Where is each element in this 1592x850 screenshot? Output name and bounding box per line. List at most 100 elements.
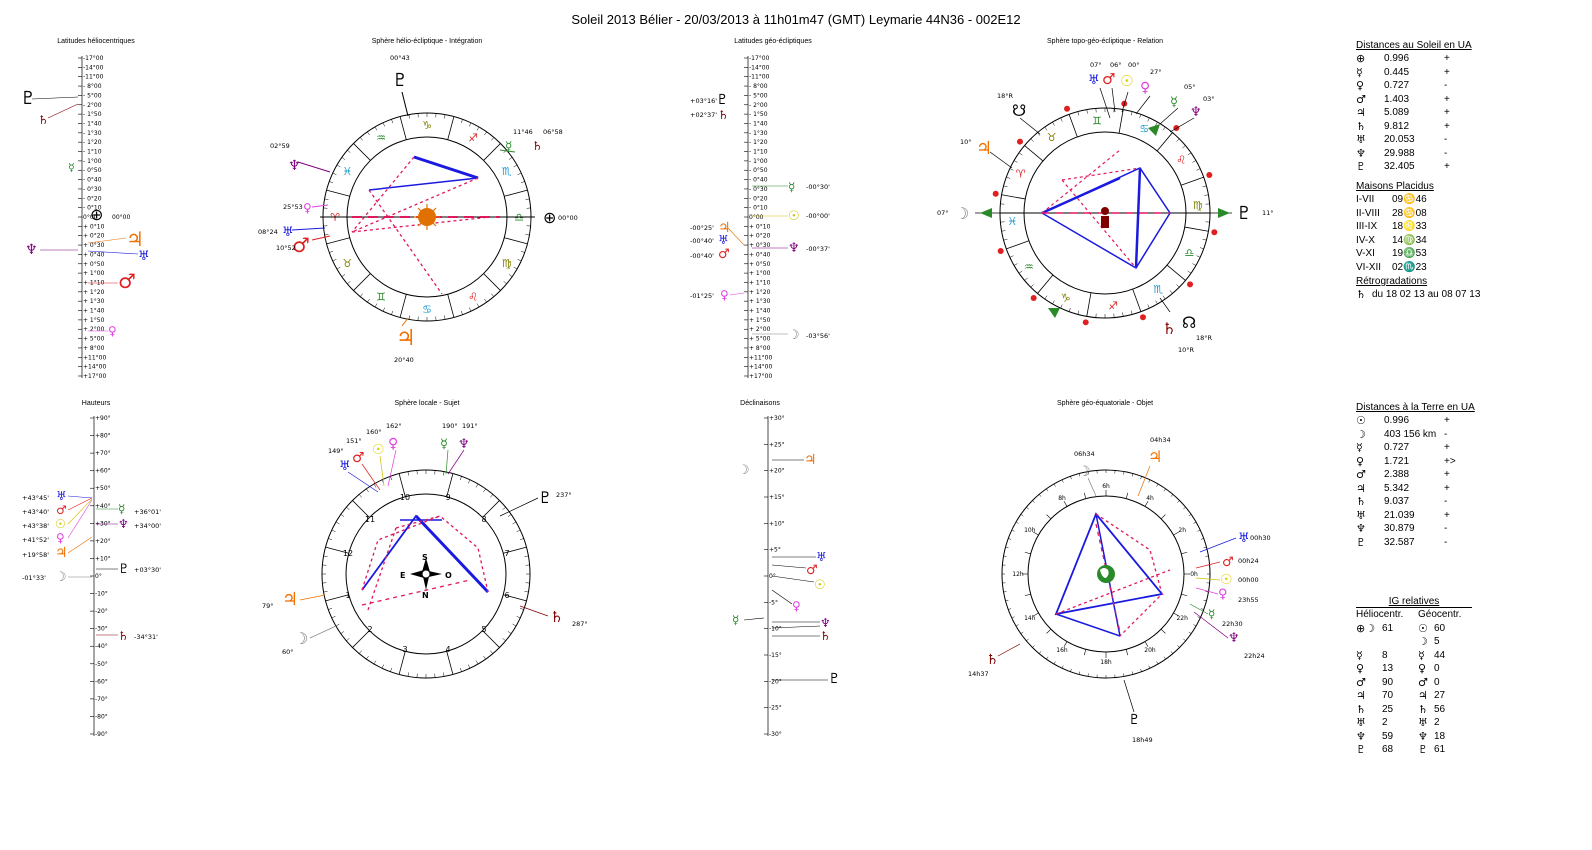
house-k: IV-X [1356, 234, 1375, 246]
geo-lat-tick-label: +17°00 [749, 373, 772, 380]
ig-s2: ♅ [1418, 716, 1428, 729]
geo-eq-label: 18h49 [1132, 736, 1153, 744]
geo-lat-tick-label: + 1°50 [749, 317, 771, 324]
geo-lat-tick-label: + 1°20 [749, 289, 771, 296]
ig-v1: 90 [1382, 676, 1394, 688]
height-tick-label: +50° [95, 485, 111, 492]
zodiac-sign-icon: ♏ [1153, 283, 1163, 296]
decl-tick-label: -30° [769, 731, 782, 738]
decl-tick-label: -10° [769, 626, 782, 633]
dist-sun-sym: ♄ [1356, 119, 1366, 133]
e-mars-icon: ♂ [1222, 555, 1234, 570]
dist-earth-val: 1.721 [1384, 455, 1410, 467]
dist-earth-mk: + [1444, 482, 1450, 494]
topo-uranus-icon: ♅ [1088, 73, 1100, 88]
h-venus-icon: ♀ [56, 531, 65, 545]
hour-label: 22h [1176, 615, 1188, 622]
dist-sun-val: 5.089 [1384, 107, 1410, 118]
helio-lat-tick-label: +11°00 [83, 354, 106, 361]
ig-v1: 2 [1382, 717, 1388, 728]
geo-eq-label: 00h00 [1238, 576, 1259, 584]
height-tick-label: -60° [95, 678, 108, 685]
ig-s1: ☿ [1356, 648, 1363, 662]
ig-s2: ♃ [1418, 689, 1428, 702]
helio-lat-tick-label: - 0°20 [83, 195, 102, 202]
local-label: 191° [462, 422, 478, 430]
geo-lat-label: -03°56' [806, 332, 830, 340]
zodiac-sign-icon: ♐ [1108, 300, 1118, 313]
geo-lat-tick-label: + 0°20 [749, 233, 771, 240]
ig-v2: 2 [1434, 717, 1440, 728]
h-mercury-icon: ☿ [118, 502, 125, 516]
ig-row: ♀ 13 ♀ 0 [1356, 662, 1472, 676]
retro-text: du 18 02 13 au 08 07 13 [1372, 289, 1481, 300]
dist-sun-row: ♅ 20.053 - [1356, 133, 1476, 147]
dist-sun-row: ♆ 29.988 - [1356, 147, 1476, 161]
topo-label: 18°R [997, 92, 1014, 100]
panel-title-geo-lat: Latitudes géo-écliptiques [734, 38, 812, 45]
geo-lat-tick-label: - 8°00 [749, 83, 768, 90]
house-row: III-IX 18♌33 [1356, 220, 1486, 234]
helio-mars-icon: ♂ [292, 233, 310, 257]
height-tick-label: -40° [95, 643, 108, 650]
decl-tick-label: +15° [769, 494, 785, 501]
l-moon-icon: ☽ [294, 629, 308, 648]
dist-sun-val: 32.405 [1384, 161, 1415, 172]
dist-earth-row: ♆ 30.879 - [1356, 522, 1486, 536]
geo-lat-tick-label: - 2°00 [749, 102, 768, 109]
ig-s2: ☿ [1418, 648, 1425, 662]
person-icon [1101, 207, 1109, 215]
geo-eq-label: 06h34 [1074, 450, 1095, 458]
ig-s2: ☉ [1418, 621, 1428, 635]
h-pluto-icon: ♇ [118, 562, 130, 577]
ig-v2: 56 [1434, 703, 1446, 715]
house-number: 8 [481, 515, 486, 524]
ig-v1: 25 [1382, 703, 1394, 715]
helio-ecl-label: 11°46 [513, 128, 533, 136]
helio-saturn-icon: ♄ [532, 139, 543, 153]
height-label: -34°31' [134, 633, 158, 641]
compass-n: N [422, 591, 429, 600]
height-tick-label: +20° [95, 538, 111, 545]
helio-ecl-label: 00°43 [390, 54, 410, 62]
d-mercury-icon: ☿ [732, 613, 739, 627]
height-label: +41°52' [22, 536, 49, 544]
zodiac-sign-icon: ♎ [1184, 246, 1194, 259]
dist-earth-row: ☽ 403 156 km - [1356, 428, 1486, 442]
dist-earth-val: 21.039 [1384, 509, 1415, 521]
compass-icon [410, 558, 442, 590]
topo-label: 10°R [1178, 346, 1195, 354]
ig-s1: ♅ [1356, 716, 1366, 729]
dist-earth-mk: - [1444, 428, 1448, 440]
local-sphere: 10 911 812 71 62 53 4 S E O N ♅ ♂ ☉ ♀ ☿ ♆ ♇ ♃ … [262, 422, 588, 679]
dist-sun-sym: ⊕ [1356, 52, 1366, 65]
ig-s1: ⊕☽ [1356, 621, 1376, 635]
helio-ecl-label: 00°00 [558, 214, 578, 222]
dist-sun-val: 29.988 [1384, 147, 1415, 159]
height-tick-label: 0° [95, 573, 102, 580]
helio-lat-tick-label: + 8°00 [83, 345, 105, 352]
geo-lat-tick-label: - 1°10 [749, 149, 768, 156]
house-v: 14♍34 [1392, 234, 1427, 246]
h-neptune-icon: ♆ [118, 517, 129, 531]
venus-icon: ♀ [108, 324, 117, 338]
houses-table: Maisons Placidus I-VII 09♋46 II-VIII 28♋08 I… [1356, 181, 1486, 302]
helio-ecl-label: 25°53 [283, 203, 303, 211]
d-sun-icon: ☉ [814, 578, 826, 593]
dist-sun-sym: ♃ [1356, 106, 1366, 119]
dist-sun-row: ☿ 0.445 + [1356, 66, 1476, 80]
dist-earth-val: 30.879 [1384, 523, 1415, 534]
geo-mercury-icon: ☿ [788, 180, 795, 194]
topo-saturn-icon: ♄ [1162, 319, 1176, 338]
decl-tick-label: +10° [769, 520, 785, 527]
geo-eq-label: 22h30 [1222, 620, 1243, 628]
decl-tick-label: +30° [769, 415, 785, 422]
house-number: 3 [402, 645, 407, 654]
dist-sun-mk: + [1444, 120, 1450, 132]
houses-title: Maisons Placidus [1356, 181, 1434, 192]
ig-s1: ♃ [1356, 689, 1366, 702]
decl-tick-label: -20° [769, 678, 782, 685]
height-label: -01°33' [22, 574, 46, 582]
dist-sun-row: ♃ 5.089 + [1356, 106, 1476, 120]
e-neptune-icon: ♆ [1228, 631, 1240, 646]
